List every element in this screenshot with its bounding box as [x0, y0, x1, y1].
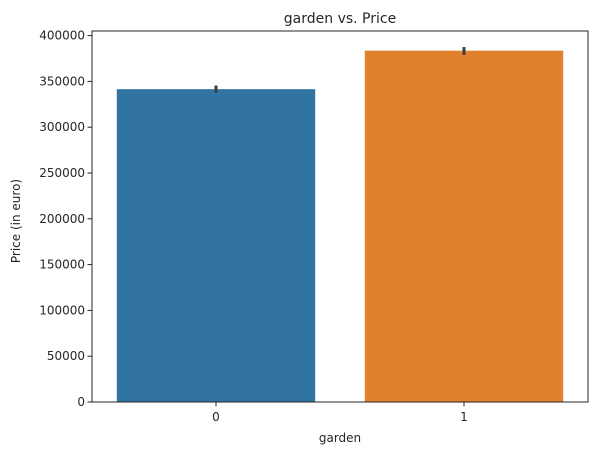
y-tick-label: 350000 — [39, 74, 85, 88]
y-ticks-layer: 0 50000 100000 150000 200000 250000 300000 3500… — [39, 29, 92, 409]
y-tick-label: 200000 — [39, 212, 85, 226]
y-tick-label: 100000 — [39, 303, 85, 317]
y-tick-label: 250000 — [39, 166, 85, 180]
errorbars-layer — [214, 47, 466, 93]
axes-layer — [91, 30, 589, 403]
y-tick-label: 50000 — [47, 349, 85, 363]
bar-0 — [116, 89, 316, 403]
x-tick-label-1: 1 — [460, 410, 468, 424]
y-tick-label: 150000 — [39, 258, 85, 272]
plot-frame — [91, 30, 589, 403]
y-tick-label: 0 — [77, 395, 85, 409]
y-tick-label: 300000 — [39, 120, 85, 134]
x-axis-label: garden — [319, 431, 361, 445]
bars-layer — [116, 50, 564, 403]
y-axis-label: Price (in euro) — [9, 179, 23, 263]
chart-title: garden vs. Price — [284, 11, 396, 27]
y-tick-label: 400000 — [39, 29, 85, 43]
x-tick-label-0: 0 — [212, 410, 220, 424]
bar-1 — [364, 50, 564, 402]
